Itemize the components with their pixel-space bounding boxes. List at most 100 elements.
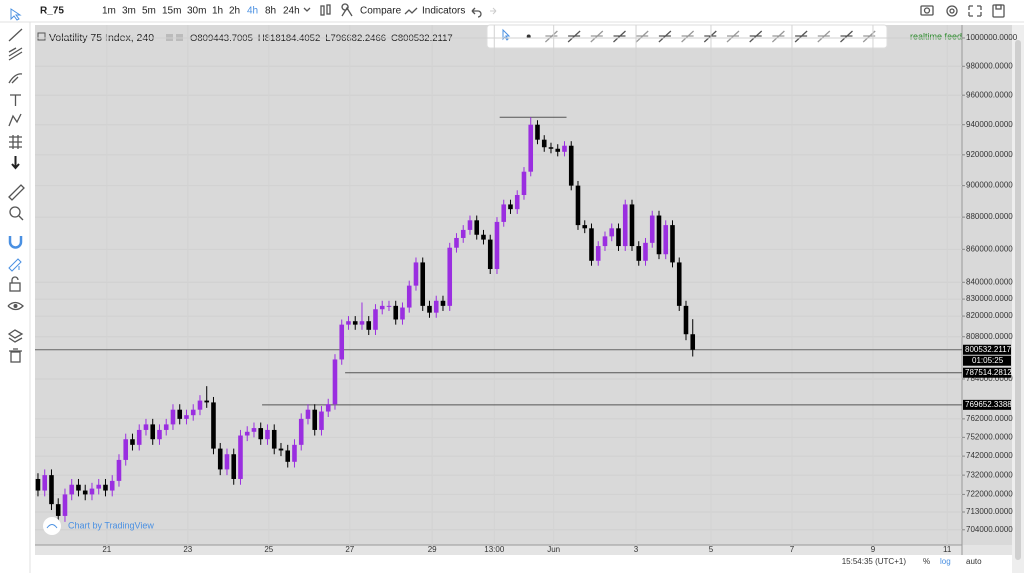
- percent-toggle[interactable]: %: [923, 557, 930, 566]
- candle-body: [312, 409, 318, 430]
- symbol[interactable]: R_75: [40, 6, 64, 17]
- arrow-tool[interactable]: [11, 156, 20, 170]
- redo[interactable]: [490, 7, 497, 15]
- candle-body: [224, 454, 230, 470]
- candle-body: [143, 424, 149, 430]
- float-tool[interactable]: [749, 30, 763, 43]
- ray-price-label: 769652.3388: [965, 400, 1012, 409]
- float-tool[interactable]: [544, 30, 558, 43]
- candle-body: [170, 409, 176, 425]
- y-tick-label: 722000.0000: [966, 490, 1013, 499]
- trend-line-tool[interactable]: [8, 28, 23, 42]
- float-tool[interactable]: [681, 30, 695, 43]
- delete-tool[interactable]: [9, 348, 22, 363]
- y-tick-label: 752000.0000: [966, 432, 1013, 441]
- interval-button[interactable]: 4h: [247, 6, 258, 17]
- float-tool[interactable]: [703, 30, 717, 43]
- x-tick-label: 23: [183, 545, 192, 554]
- lock-tool[interactable]: [9, 276, 21, 292]
- candle-body: [568, 145, 574, 186]
- candle-body: [555, 148, 561, 152]
- stay-drawing-tool[interactable]: [8, 258, 22, 272]
- zoom-tool[interactable]: [9, 206, 24, 221]
- candle-body: [663, 225, 669, 255]
- legend-collapse[interactable]: [37, 32, 46, 41]
- snapshot[interactable]: [920, 5, 934, 16]
- log-toggle[interactable]: log: [940, 557, 951, 566]
- candle-body: [238, 435, 243, 479]
- brush-tool[interactable]: [8, 73, 23, 84]
- candle-body: [278, 448, 284, 451]
- settings[interactable]: [946, 5, 958, 17]
- interval-button[interactable]: 3m: [122, 6, 136, 17]
- chart-style-icon[interactable]: [320, 4, 331, 16]
- candle-body: [649, 215, 655, 243]
- pattern-tool[interactable]: [8, 113, 22, 127]
- interval-button[interactable]: 1h: [212, 6, 223, 17]
- candle-body: [508, 204, 513, 210]
- float-tool[interactable]: [613, 30, 626, 43]
- candle-body: [366, 321, 372, 330]
- candle-body: [69, 484, 75, 495]
- y-tick-label: 742000.0000: [966, 451, 1013, 460]
- visibility-tool[interactable]: [7, 301, 24, 311]
- cursor-tool[interactable]: [10, 8, 22, 21]
- interval-button[interactable]: 2h: [229, 6, 240, 17]
- ruler-tool[interactable]: [8, 184, 25, 201]
- float-tool[interactable]: [794, 30, 808, 43]
- interval-button[interactable]: 1m: [102, 6, 116, 17]
- interval-button[interactable]: 5m: [142, 6, 156, 17]
- float-tool[interactable]: [590, 30, 604, 43]
- candle-body: [190, 409, 196, 416]
- candle-body: [589, 228, 594, 261]
- y-tick-label: 920000.0000: [966, 150, 1013, 159]
- float-tool[interactable]: [771, 30, 785, 43]
- compare-button[interactable]: Compare: [360, 6, 402, 17]
- watermark: Chart by TradingView: [43, 517, 154, 535]
- candle-body: [521, 171, 527, 196]
- scroll-thumb[interactable]: [1015, 40, 1021, 560]
- text-tool[interactable]: [10, 94, 21, 106]
- interval-dropdown[interactable]: [303, 7, 311, 12]
- layers-tool[interactable]: [7, 329, 24, 343]
- x-tick-label: 5: [709, 545, 714, 554]
- interval-button[interactable]: 24h: [283, 6, 300, 17]
- undo[interactable]: [471, 7, 482, 18]
- watermark-text[interactable]: Chart by TradingView: [68, 520, 154, 530]
- candle-body: [271, 429, 277, 449]
- candle-body: [292, 444, 297, 462]
- compare-icon[interactable]: [341, 3, 353, 17]
- float-tool[interactable]: [840, 30, 853, 43]
- candle-body: [467, 220, 473, 230]
- float-tool[interactable]: [726, 30, 740, 43]
- indicators-button[interactable]: Indicators: [422, 6, 465, 17]
- interval-button[interactable]: 8h: [265, 6, 276, 17]
- interval-button[interactable]: 15m: [162, 6, 181, 17]
- magnet-tool[interactable]: [8, 236, 23, 249]
- candle-body: [103, 484, 108, 491]
- y-tick-label: 860000.0000: [966, 244, 1013, 253]
- candle-body: [305, 409, 311, 419]
- candle-body: [265, 429, 270, 440]
- save[interactable]: [992, 4, 1005, 18]
- candle-body: [595, 246, 601, 261]
- fullscreen[interactable]: [968, 5, 982, 17]
- float-tool[interactable]: [817, 30, 831, 43]
- float-tool[interactable]: [635, 30, 649, 43]
- prediction-tool[interactable]: [9, 135, 22, 149]
- float-tool[interactable]: [502, 28, 511, 41]
- indicators-icon[interactable]: [404, 7, 418, 15]
- interval-button[interactable]: 30m: [187, 6, 206, 17]
- float-tool[interactable]: [658, 30, 672, 43]
- candle-body: [332, 359, 338, 405]
- pitchfork-tool[interactable]: [8, 47, 23, 61]
- candle-body: [130, 439, 135, 445]
- candle-body: [528, 124, 534, 172]
- candle-body: [427, 305, 432, 313]
- float-tool[interactable]: [567, 30, 581, 43]
- candle-body: [150, 424, 156, 440]
- candle-body: [359, 321, 365, 325]
- auto-toggle[interactable]: auto: [966, 557, 982, 566]
